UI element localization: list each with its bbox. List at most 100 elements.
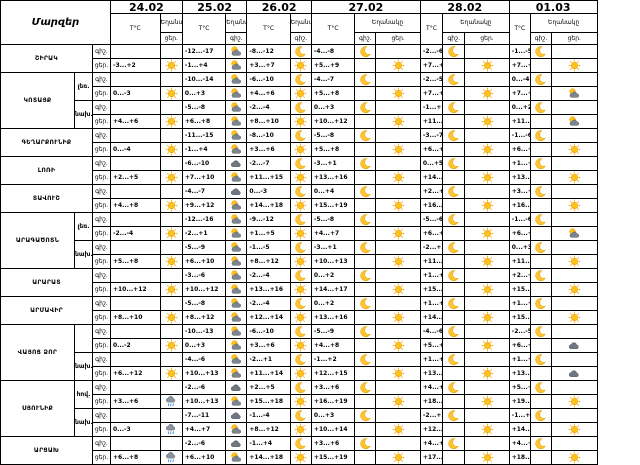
empty-cell	[442, 114, 466, 129]
temperature-cell: 0...-4	[109, 142, 161, 157]
forecast-row: նախ.գիշ. -5...-9 -1...-5 -3...+1 -2...+3 0...…	[1, 240, 640, 269]
sun-icon	[375, 422, 421, 437]
moon-icon	[442, 100, 466, 115]
empty-cell	[375, 324, 421, 339]
temperature-cell: 0...+4	[310, 184, 356, 199]
empty-cell	[159, 44, 183, 59]
temperature-cell: -9...-12	[246, 212, 291, 227]
temperature-cell: +6...+8	[109, 450, 161, 465]
empty-cell	[464, 324, 510, 339]
sun-icon	[289, 450, 312, 465]
empty-cell	[442, 58, 466, 73]
moon-icon	[442, 268, 466, 283]
empty-cell	[442, 394, 466, 409]
moon-icon	[354, 324, 377, 339]
sun-icon	[289, 422, 312, 437]
forecast-row: ցեր.0...-2 0...+3 +3...+6 +4...+8 +5...+8 +6.…	[1, 338, 640, 353]
moon-icon	[354, 408, 377, 423]
date-header: 25.02	[181, 0, 248, 14]
day-night-label: գիշ.	[92, 408, 111, 423]
empty-cell	[442, 86, 466, 101]
moon-icon	[442, 240, 466, 255]
day-night-label: ցեր.	[92, 254, 111, 269]
moon-icon	[354, 296, 377, 311]
sun-icon	[289, 142, 312, 157]
empty-cell	[354, 170, 377, 185]
temperature-cell: -12...-16	[181, 212, 227, 227]
day-night-label: ցեր.	[92, 226, 111, 241]
temperature-cell: +13...+16	[508, 170, 531, 185]
sun-icon	[375, 254, 421, 269]
temperature-cell: -2...-4	[246, 296, 291, 311]
forecast-row: ցեր. +2...+5 +7...+10 +11...+15 +13...+16 +14…	[1, 170, 640, 185]
temperature-cell: +2...+5	[246, 380, 291, 395]
forecast-row: ցեր.0...-3 +4...+7 +8...+12 +10...+14 +12...…	[1, 422, 640, 437]
temperature-cell: +14...+17	[419, 310, 444, 325]
empty-cell	[159, 184, 183, 199]
cloudsun-icon	[225, 170, 248, 185]
day-night-label: ցեր.	[92, 450, 111, 465]
moon-icon	[442, 44, 466, 59]
temperature-cell: +6...+10	[181, 450, 227, 465]
empty-cell	[529, 114, 553, 129]
temperature-cell: +12...+14	[246, 310, 291, 325]
forecast-row: ցեր. +4...+6 +6...+8 +8...+10 +10...+12 +11..…	[1, 114, 640, 129]
empty-cell	[159, 352, 183, 367]
day-night-label: գիշ.	[92, 240, 111, 255]
temperature-cell: +6...+8	[181, 114, 227, 129]
temperature-cell: +13...+16	[246, 282, 291, 297]
sun-icon	[159, 282, 183, 297]
day-night-label: գիշ.	[92, 380, 111, 395]
temperature-cell: -1...+4	[181, 58, 227, 73]
forecast-row: ԱՐԱԳԱԾՈՏՆ լեռ. գիշ. -12...-16 -9...-12 -5...-…	[0, 212, 640, 269]
moon-icon	[289, 352, 312, 367]
temperature-cell: +10...+12	[109, 282, 161, 297]
empty-cell	[354, 394, 377, 409]
night-label: գիշ.	[442, 32, 466, 45]
temperature-cell: +4...+7	[508, 436, 531, 451]
sun-icon	[289, 366, 312, 381]
moon-icon	[289, 408, 312, 423]
cloudsun-icon	[225, 254, 248, 269]
cloudsun-icon	[225, 282, 248, 297]
temperature-cell: +4...+8	[109, 198, 161, 213]
empty-cell	[529, 422, 553, 437]
date-header: 27.02	[310, 0, 421, 14]
temperature-cell: -11...-15	[181, 128, 227, 143]
temp-col-header: T°C	[310, 13, 356, 45]
temperature-cell: +10...+12	[181, 282, 227, 297]
sun-icon	[464, 366, 510, 381]
day-night-label: ցեր.	[92, 114, 111, 129]
empty-cell	[529, 394, 553, 409]
moon-icon	[442, 352, 466, 367]
region-name: ԱՐԱՐԱՏ	[0, 268, 93, 297]
temperature-cell: +7...+9	[508, 86, 531, 101]
regions-header: Մարզեր	[0, 0, 111, 45]
empty-cell	[354, 198, 377, 213]
temperature-cell: +5...+8	[419, 338, 444, 353]
date-header: 26.02	[246, 0, 312, 14]
temperature-cell: +6...+10	[181, 254, 227, 269]
sun-icon	[551, 142, 598, 157]
moon-icon	[289, 72, 312, 87]
sun-icon	[464, 282, 510, 297]
forecast-row: ՎԱՅՈՑ ՁՈՐ գիշ. -10...-13 -6...-10 -5...-9 -4.…	[0, 324, 640, 381]
cloudsun-icon	[225, 352, 248, 367]
moon-icon	[354, 268, 377, 283]
cloudsun-icon	[225, 450, 248, 465]
region-name: ԿՈՏԱՅՔ	[0, 72, 76, 129]
sun-icon	[375, 86, 421, 101]
temperature-cell: -3...+1	[310, 156, 356, 171]
temperature-cell: +5...+9	[310, 58, 356, 73]
day-night-label: գիշ.	[92, 352, 111, 367]
day-label: ցեր.	[159, 32, 183, 45]
night-label: գիշ.	[289, 32, 312, 45]
sun-icon	[289, 198, 312, 213]
empty-cell	[529, 366, 553, 381]
cloudsun-icon	[225, 212, 248, 227]
empty-cell	[159, 296, 183, 311]
temperature-cell: +19...+23	[508, 394, 531, 409]
